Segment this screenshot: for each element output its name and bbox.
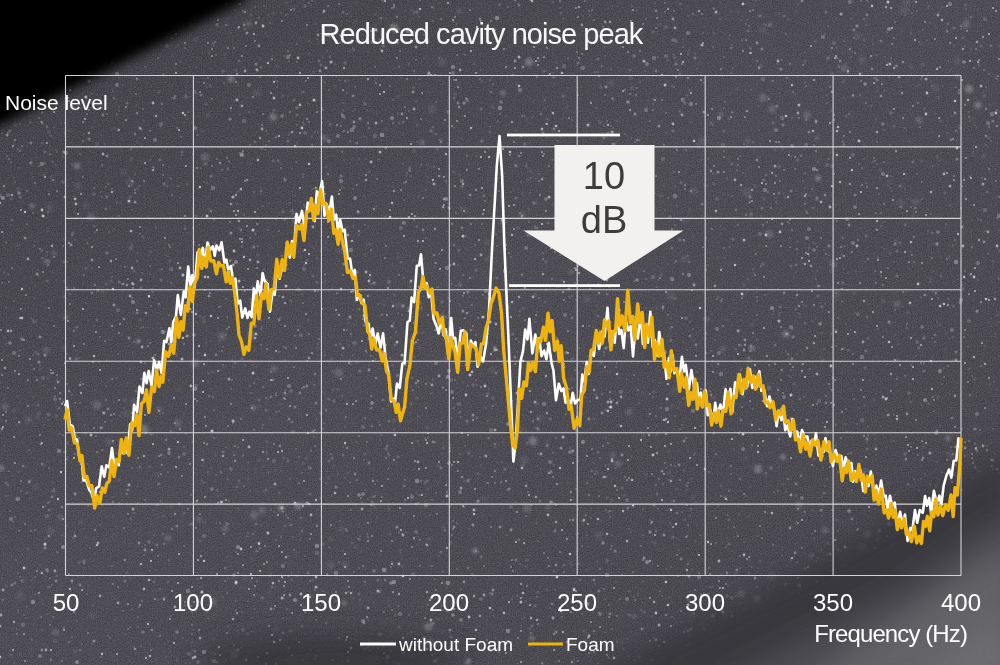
svg-text:Frequency (Hz): Frequency (Hz) xyxy=(814,620,967,647)
svg-text:200: 200 xyxy=(429,589,469,616)
svg-text:Reduced cavity noise peak: Reduced cavity noise peak xyxy=(320,18,644,50)
svg-text:Foam: Foam xyxy=(566,634,615,655)
svg-text:dB: dB xyxy=(581,199,627,241)
svg-text:100: 100 xyxy=(173,589,213,616)
svg-text:50: 50 xyxy=(53,589,80,616)
svg-text:300: 300 xyxy=(685,589,725,616)
svg-text:350: 350 xyxy=(813,589,853,616)
svg-text:150: 150 xyxy=(301,589,341,616)
svg-text:250: 250 xyxy=(557,589,597,616)
svg-text:400: 400 xyxy=(941,589,981,616)
svg-text:without Foam: without Foam xyxy=(398,634,513,655)
svg-text:Noise level: Noise level xyxy=(5,91,108,114)
svg-text:10: 10 xyxy=(583,155,625,197)
